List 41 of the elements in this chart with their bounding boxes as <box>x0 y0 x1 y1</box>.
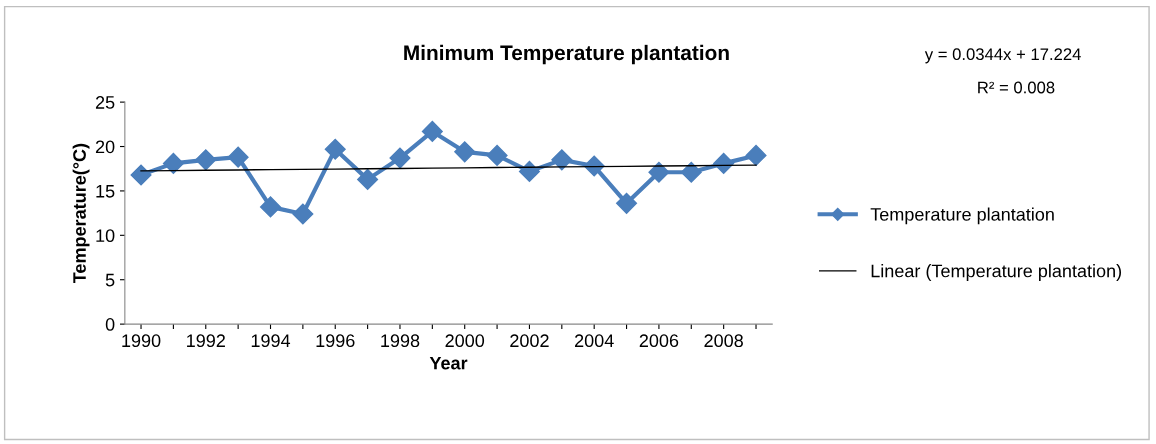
y-tick-label: 20 <box>95 140 115 154</box>
x-tick-label: 1996 <box>316 334 355 348</box>
point <box>324 138 346 160</box>
point <box>227 146 249 168</box>
point <box>680 161 702 183</box>
point <box>259 196 282 218</box>
x-tick-label: 2002 <box>510 334 549 348</box>
legend-label: Linear (Temperature plantation) <box>871 264 1122 281</box>
y-tick-label: 5 <box>105 273 115 287</box>
y-tick-label: 25 <box>95 96 115 109</box>
point <box>421 120 443 142</box>
x-tick-label: 1994 <box>251 334 291 348</box>
point <box>130 164 152 186</box>
x-tick-label: 2006 <box>639 334 679 348</box>
point <box>616 192 638 214</box>
x-axis-title: Year <box>429 356 468 370</box>
point <box>357 168 379 190</box>
point <box>292 203 314 225</box>
text: R² = 0.008 <box>978 81 1055 94</box>
point <box>389 147 411 169</box>
x-tick-label: 2000 <box>445 334 485 348</box>
x-tick-label: 1998 <box>381 334 420 348</box>
x-tick-label: 1990 <box>122 334 161 348</box>
point <box>713 152 735 174</box>
x-tick-label: 2008 <box>704 334 743 348</box>
y-axis-title: Temperature(°C) <box>72 143 90 284</box>
point <box>551 149 573 171</box>
point <box>745 144 767 166</box>
y-tick-label: 10 <box>96 229 115 243</box>
chart-title: Minimum Temperature plantation <box>404 44 729 65</box>
point <box>195 149 217 171</box>
point <box>454 141 476 163</box>
point <box>162 152 184 174</box>
legend-label: Temperature plantation <box>870 207 1054 225</box>
y-tick-label: 15 <box>96 185 115 198</box>
point <box>648 161 670 183</box>
text: y = 0.0344x + 17.224 <box>924 48 1081 64</box>
point <box>486 144 508 166</box>
x-tick-label: 1992 <box>187 334 225 348</box>
x-tick-label: 2004 <box>575 334 614 348</box>
y-tick-label: 0 <box>105 318 115 331</box>
